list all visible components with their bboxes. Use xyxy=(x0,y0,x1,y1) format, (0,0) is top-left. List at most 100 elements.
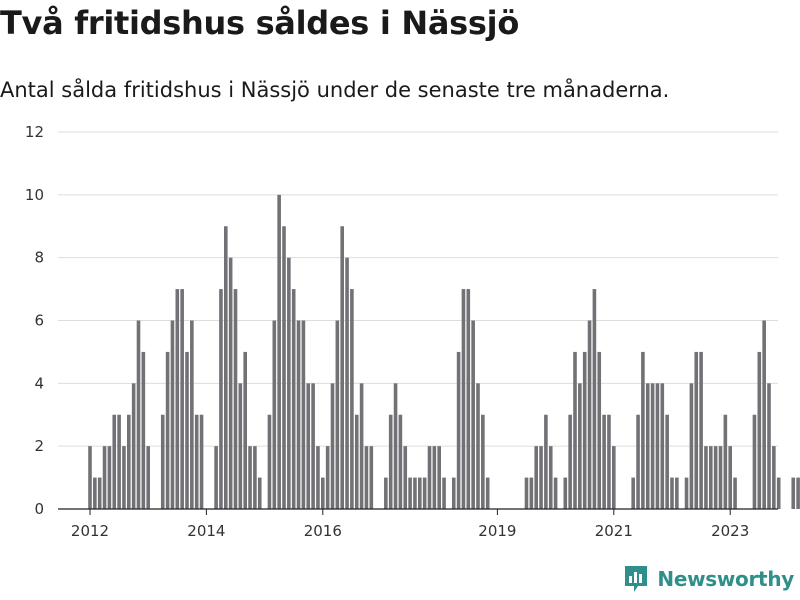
bar xyxy=(257,477,262,509)
bar xyxy=(612,446,616,509)
bar xyxy=(602,414,606,509)
brand-logo: Newsworthy xyxy=(623,564,794,594)
bar xyxy=(718,446,723,509)
bar xyxy=(335,320,340,509)
bar xyxy=(321,477,325,509)
bar xyxy=(684,477,689,509)
bar xyxy=(645,383,650,509)
bar xyxy=(776,477,781,509)
bar xyxy=(631,477,635,509)
bar xyxy=(190,320,194,509)
bar xyxy=(660,383,665,509)
bar xyxy=(752,414,757,509)
bar xyxy=(248,446,252,509)
bar xyxy=(665,414,669,509)
y-tick-label: 10 xyxy=(25,186,44,204)
bar xyxy=(122,446,126,509)
bar xyxy=(88,446,92,509)
bar xyxy=(704,446,708,509)
bar xyxy=(403,446,408,509)
y-tick-label: 6 xyxy=(34,312,44,330)
bar xyxy=(291,289,296,509)
bar xyxy=(340,226,344,509)
x-tick-label: 2019 xyxy=(478,522,516,540)
bar xyxy=(102,446,107,509)
bar xyxy=(636,414,640,509)
bar xyxy=(471,320,475,509)
bar xyxy=(214,446,218,509)
bar xyxy=(146,446,150,509)
x-tick-label: 2021 xyxy=(595,522,633,540)
bar xyxy=(772,446,776,509)
bar xyxy=(442,477,446,509)
bar xyxy=(461,289,466,509)
bar xyxy=(233,289,238,509)
bar xyxy=(422,477,427,509)
bar xyxy=(563,477,568,509)
bar xyxy=(127,414,131,509)
chart-subtitle: Antal sålda fritidshus i Nässjö under de… xyxy=(0,78,670,102)
brand-name: Newsworthy xyxy=(657,567,794,591)
bar xyxy=(97,477,102,509)
bars xyxy=(88,194,800,509)
newsworthy-logo-icon xyxy=(625,566,648,592)
bar xyxy=(345,257,349,509)
bar xyxy=(243,351,247,509)
bar xyxy=(694,351,699,509)
y-tick-label: 0 xyxy=(34,500,44,518)
bar xyxy=(578,383,582,509)
bar xyxy=(228,257,233,509)
bar xyxy=(306,383,311,509)
bar xyxy=(485,477,490,509)
bar xyxy=(131,383,136,509)
bar xyxy=(388,414,393,509)
bar xyxy=(272,320,277,509)
bar xyxy=(287,257,291,509)
bar xyxy=(413,477,417,509)
bar xyxy=(267,414,272,509)
bar xyxy=(165,351,170,509)
bar xyxy=(757,351,762,509)
bar xyxy=(796,477,800,509)
bar xyxy=(141,351,146,509)
bar xyxy=(117,414,121,509)
y-tick-label: 8 xyxy=(34,249,44,267)
bar xyxy=(650,383,655,509)
bar xyxy=(713,446,718,509)
bar xyxy=(539,446,543,509)
x-axis: 2012201420162019202120232025 xyxy=(58,508,778,540)
bar xyxy=(548,446,553,509)
bar xyxy=(641,351,645,509)
y-tick-label: 12 xyxy=(25,123,44,141)
bar xyxy=(456,351,461,509)
y-tick-label: 4 xyxy=(34,374,44,392)
y-tick-label: 2 xyxy=(34,437,44,455)
bar xyxy=(418,477,422,509)
bar xyxy=(253,446,257,509)
bar xyxy=(408,477,412,509)
y-axis-labels: 0 2 4 6 8 10 12 xyxy=(25,123,44,518)
bar xyxy=(277,194,281,509)
bar xyxy=(185,351,189,509)
bar xyxy=(301,320,306,509)
bar xyxy=(524,477,529,509)
bar xyxy=(437,446,441,509)
x-tick-label: 2014 xyxy=(187,522,225,540)
bar xyxy=(93,477,97,509)
bar xyxy=(791,477,796,509)
bar xyxy=(597,351,602,509)
bar xyxy=(350,289,354,509)
bar xyxy=(451,477,456,509)
bar xyxy=(316,446,320,509)
bar xyxy=(767,383,771,509)
bar xyxy=(481,414,485,509)
bar xyxy=(762,320,766,509)
bar xyxy=(655,383,660,509)
bar xyxy=(675,477,679,509)
bar xyxy=(296,320,301,509)
bar xyxy=(219,289,223,509)
bar xyxy=(112,414,117,509)
bar xyxy=(607,414,611,509)
bar xyxy=(689,383,694,509)
